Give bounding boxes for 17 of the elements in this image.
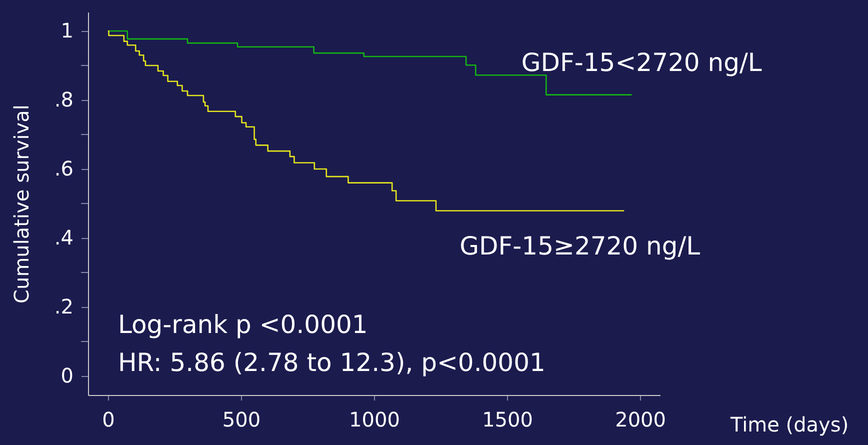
y-tick-label: .4 [54, 226, 74, 250]
annotation: Log-rank p <0.0001 [118, 310, 368, 339]
series-label: GDF-15≥2720 ng/L [460, 232, 700, 261]
x-tick-label: 1500 [482, 408, 533, 432]
x-tick-label: 2000 [615, 408, 666, 432]
y-tick-label: .8 [54, 87, 74, 112]
y-tick-label: 0 [60, 364, 74, 388]
x-axis-title: Time (days) [730, 412, 849, 436]
annotation: HR: 5.86 (2.78 to 12.3), p<0.0001 [118, 348, 546, 377]
y-axis-title: Cumulative survival [9, 104, 34, 304]
series-label: GDF-15<2720 ng/L [521, 48, 762, 77]
y-tick-label: .6 [54, 156, 74, 180]
y-tick-label: .2 [54, 294, 74, 319]
x-tick-label: 0 [102, 408, 115, 432]
x-tick-label: 500 [222, 408, 261, 432]
x-tick-label: 1000 [349, 408, 400, 432]
y-tick-label: 1 [60, 18, 74, 42]
